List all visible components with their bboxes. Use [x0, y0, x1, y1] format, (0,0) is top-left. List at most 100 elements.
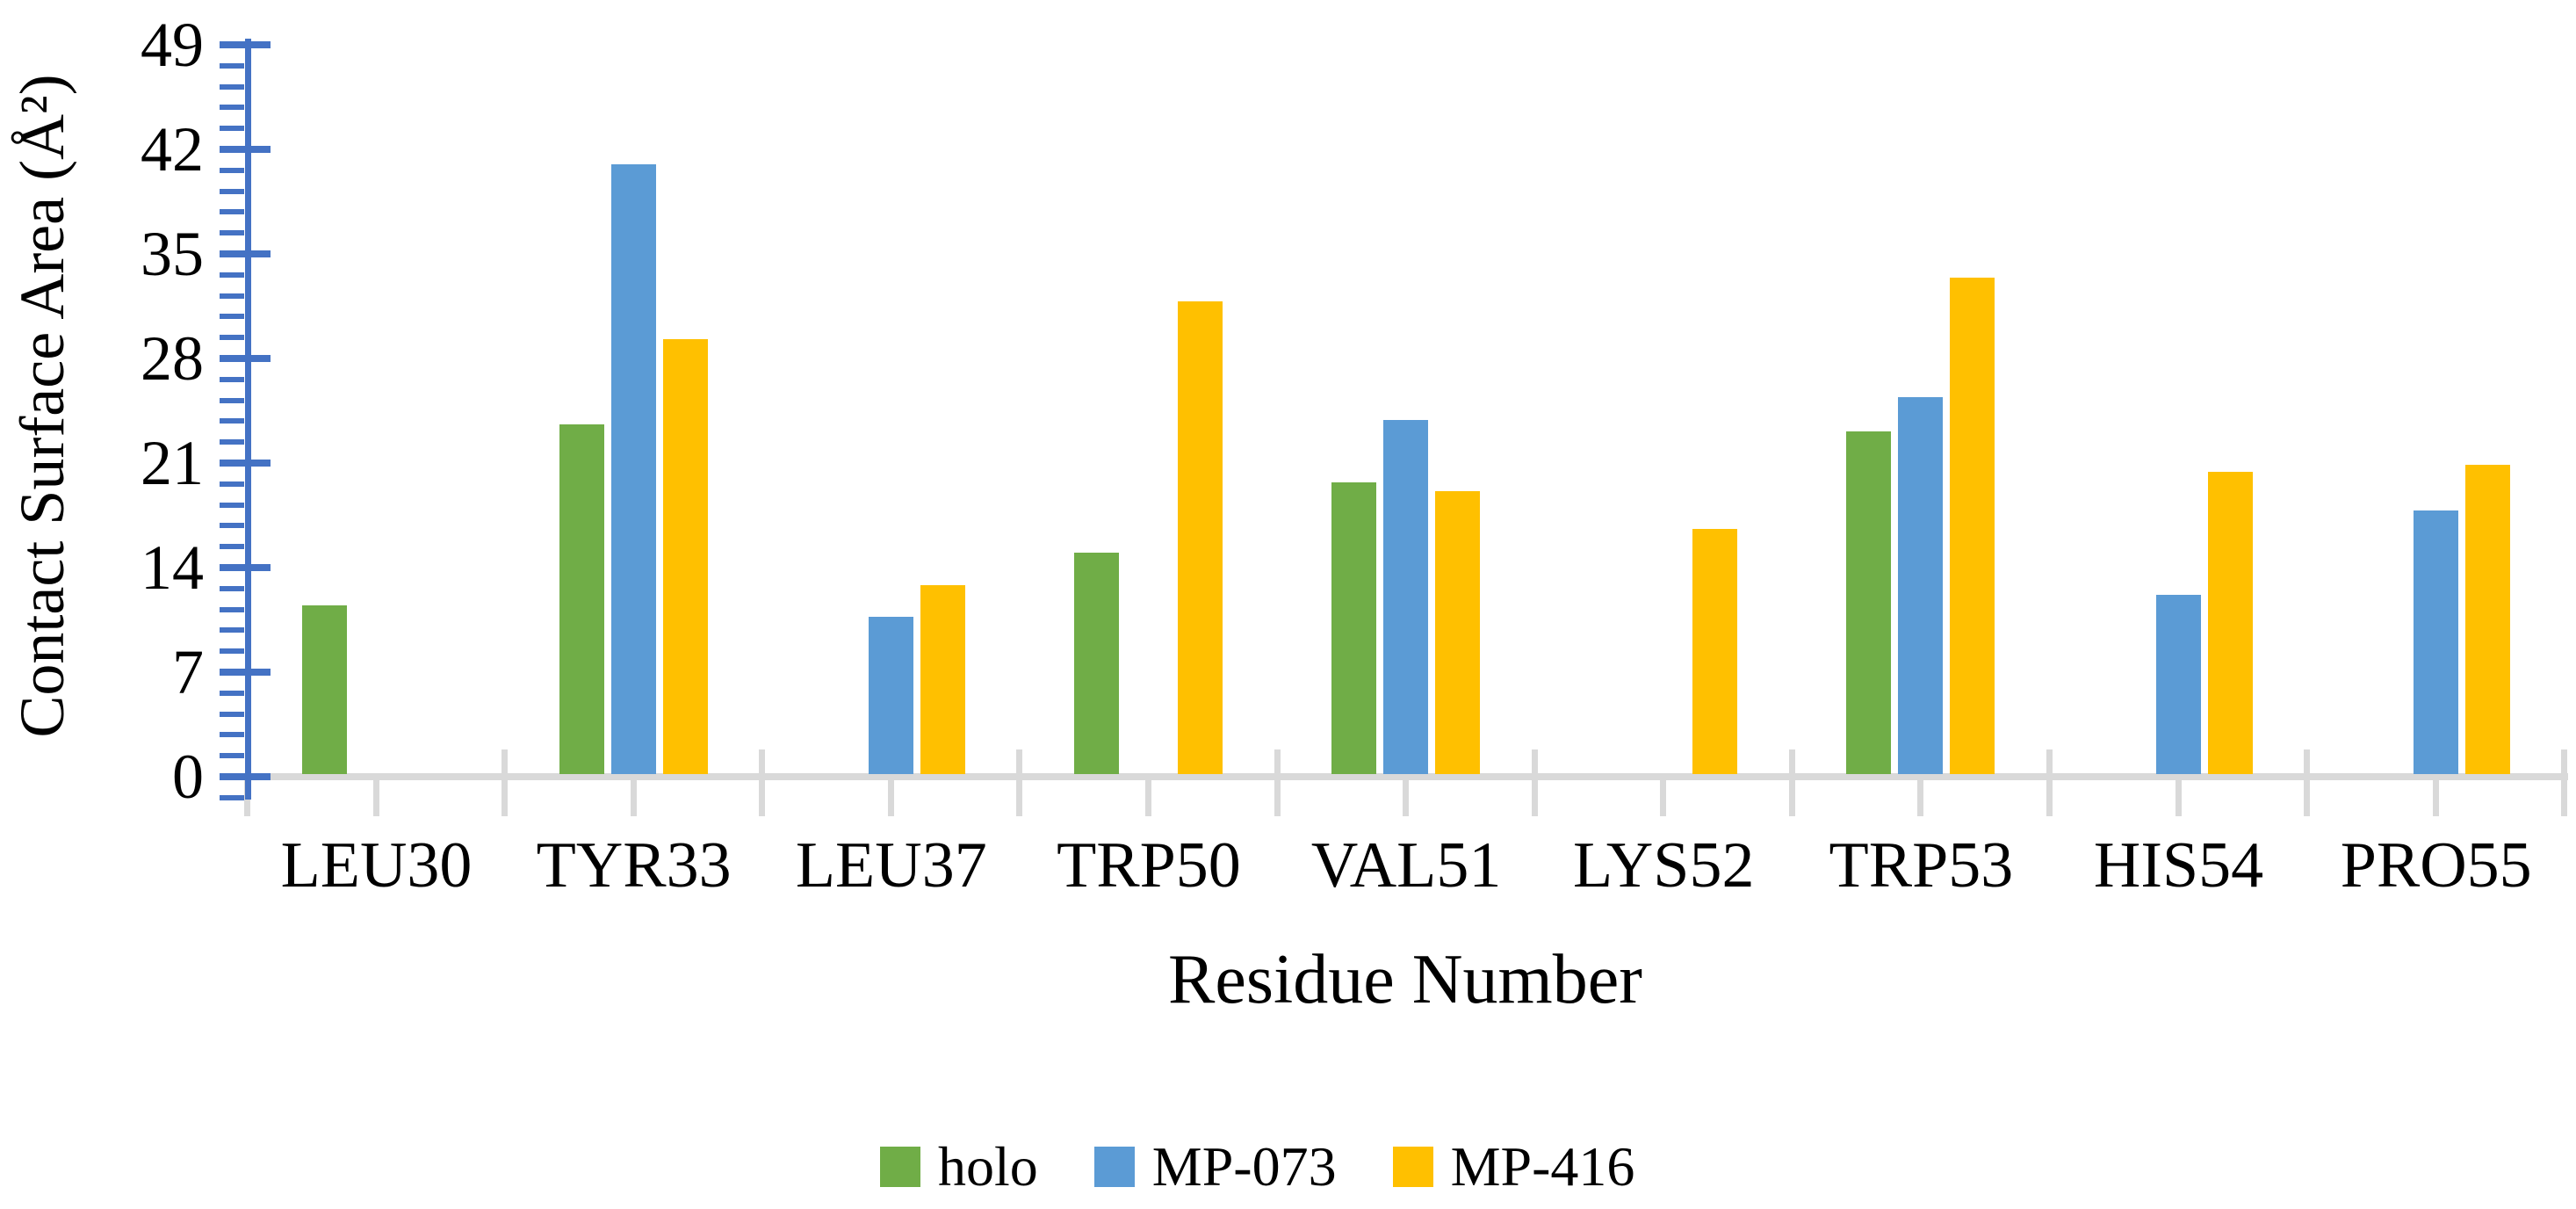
x-midpoint-tick: [2175, 780, 2182, 816]
x-category-label-TRP53: TRP53: [1829, 829, 2014, 901]
y-minor-tick: [220, 397, 244, 403]
x-boundary-tick: [759, 749, 766, 816]
x-category-label-HIS54: HIS54: [2093, 829, 2264, 901]
y-major-tick: [220, 355, 271, 362]
bar-holo-TRP50: [1073, 553, 1119, 774]
x-boundary-tick: [1274, 749, 1281, 816]
x-boundary-tick: [1016, 749, 1023, 816]
x-category-label-TYR33: TYR33: [536, 829, 732, 901]
y-minor-tick: [220, 209, 244, 215]
y-minor-tick: [220, 376, 244, 382]
x-boundary-tick: [2304, 749, 2311, 816]
y-tick-label: 42: [141, 114, 204, 185]
bar-MP-416-HIS54: [2207, 472, 2253, 774]
x-category-label-VAL51: VAL51: [1310, 829, 1502, 901]
y-minor-tick: [220, 62, 244, 69]
x-boundary-tick: [2046, 749, 2053, 816]
x-boundary-tick: [1531, 749, 1538, 816]
x-category-label-LEU30: LEU30: [280, 829, 473, 901]
legend-swatch-holo: [880, 1147, 920, 1187]
bar-MP-073-PRO55: [2413, 510, 2458, 774]
x-midpoint-tick: [1660, 780, 1667, 816]
legend-swatch-MP-416: [1392, 1147, 1433, 1187]
y-minor-tick: [220, 481, 244, 487]
bar-MP-416-PRO55: [2464, 464, 2510, 774]
y-major-tick: [220, 460, 271, 467]
y-minor-tick: [220, 271, 244, 278]
y-major-tick: [220, 669, 271, 676]
x-axis-line: [245, 773, 2568, 780]
legend-item-MP-073: MP-073: [1093, 1135, 1337, 1198]
bar-MP-416-TYR33: [662, 338, 708, 774]
bar-holo-VAL51: [1331, 482, 1377, 774]
y-tick-label: 14: [141, 532, 204, 603]
y-minor-tick: [220, 335, 244, 341]
legend-label-holo: holo: [938, 1135, 1038, 1198]
y-major-tick: [220, 41, 271, 48]
x-category-label-PRO55: PRO55: [2340, 829, 2532, 901]
legend: holo MP-073 MP-416: [880, 1139, 1634, 1195]
legend-label-MP-416: MP-416: [1450, 1135, 1635, 1198]
x-midpoint-tick: [1145, 780, 1152, 816]
y-tick-label: 28: [141, 323, 204, 394]
y-tick-label: 7: [172, 637, 204, 707]
x-boundary-tick: [1788, 749, 1795, 816]
y-minor-tick: [220, 105, 244, 111]
bar-MP-416-TRP50: [1177, 301, 1223, 774]
y-minor-tick: [220, 230, 244, 236]
y-minor-tick: [220, 439, 244, 445]
y-tick-label: 0: [172, 742, 204, 812]
x-boundary-tick: [501, 749, 509, 816]
y-minor-tick: [220, 523, 244, 529]
y-tick-label: 49: [141, 10, 204, 80]
y-minor-tick: [220, 753, 244, 759]
y-minor-tick: [220, 188, 244, 194]
legend-swatch-MP-073: [1093, 1147, 1135, 1187]
bar-MP-416-LYS52: [1692, 528, 1738, 774]
y-minor-tick: [220, 711, 244, 717]
x-axis-title: Residue Number: [1168, 941, 1642, 1018]
bar-MP-416-TRP53: [1950, 278, 1995, 774]
y-minor-tick: [220, 167, 244, 173]
x-category-label-LYS52: LYS52: [1573, 829, 1755, 901]
legend-item-MP-416: MP-416: [1392, 1135, 1635, 1198]
y-minor-tick: [220, 544, 244, 550]
bar-MP-073-TRP53: [1898, 397, 1944, 774]
y-minor-tick: [220, 648, 244, 655]
y-major-tick: [220, 773, 271, 780]
y-minor-tick: [220, 732, 244, 738]
bar-MP-073-LEU37: [868, 617, 913, 774]
x-midpoint-tick: [630, 780, 637, 816]
y-minor-tick: [220, 418, 244, 424]
bar-MP-073-VAL51: [1383, 419, 1429, 774]
y-minor-tick: [220, 293, 244, 299]
bar-MP-416-LEU37: [920, 585, 965, 774]
x-category-label-LEU37: LEU37: [795, 829, 987, 901]
y-minor-tick: [220, 314, 244, 320]
y-minor-tick: [220, 83, 244, 90]
x-midpoint-tick: [1403, 780, 1410, 816]
y-tick-label: 35: [141, 219, 204, 289]
x-midpoint-tick: [372, 780, 379, 816]
x-midpoint-tick: [1917, 780, 1924, 816]
legend-item-holo: holo: [880, 1139, 1038, 1195]
y-tick-label: 21: [141, 428, 204, 498]
bar-holo-LEU30: [301, 604, 347, 774]
bar-holo-TYR33: [559, 424, 604, 774]
bar-MP-073-TYR33: [610, 164, 656, 774]
x-boundary-tick: [2561, 749, 2568, 816]
y-minor-tick: [220, 794, 244, 800]
y-minor-tick: [220, 126, 244, 132]
y-major-tick: [220, 250, 271, 257]
y-minor-tick: [220, 502, 244, 508]
y-major-tick: [220, 146, 271, 153]
x-midpoint-tick: [2432, 780, 2439, 816]
x-midpoint-tick: [887, 780, 894, 816]
bar-holo-TRP53: [1846, 431, 1892, 774]
x-category-label-TRP50: TRP50: [1057, 829, 1241, 901]
bar-MP-416-VAL51: [1435, 491, 1481, 774]
y-minor-tick: [220, 627, 244, 633]
bar-MP-073-HIS54: [2155, 594, 2201, 774]
legend-label-MP-073: MP-073: [1151, 1135, 1337, 1198]
